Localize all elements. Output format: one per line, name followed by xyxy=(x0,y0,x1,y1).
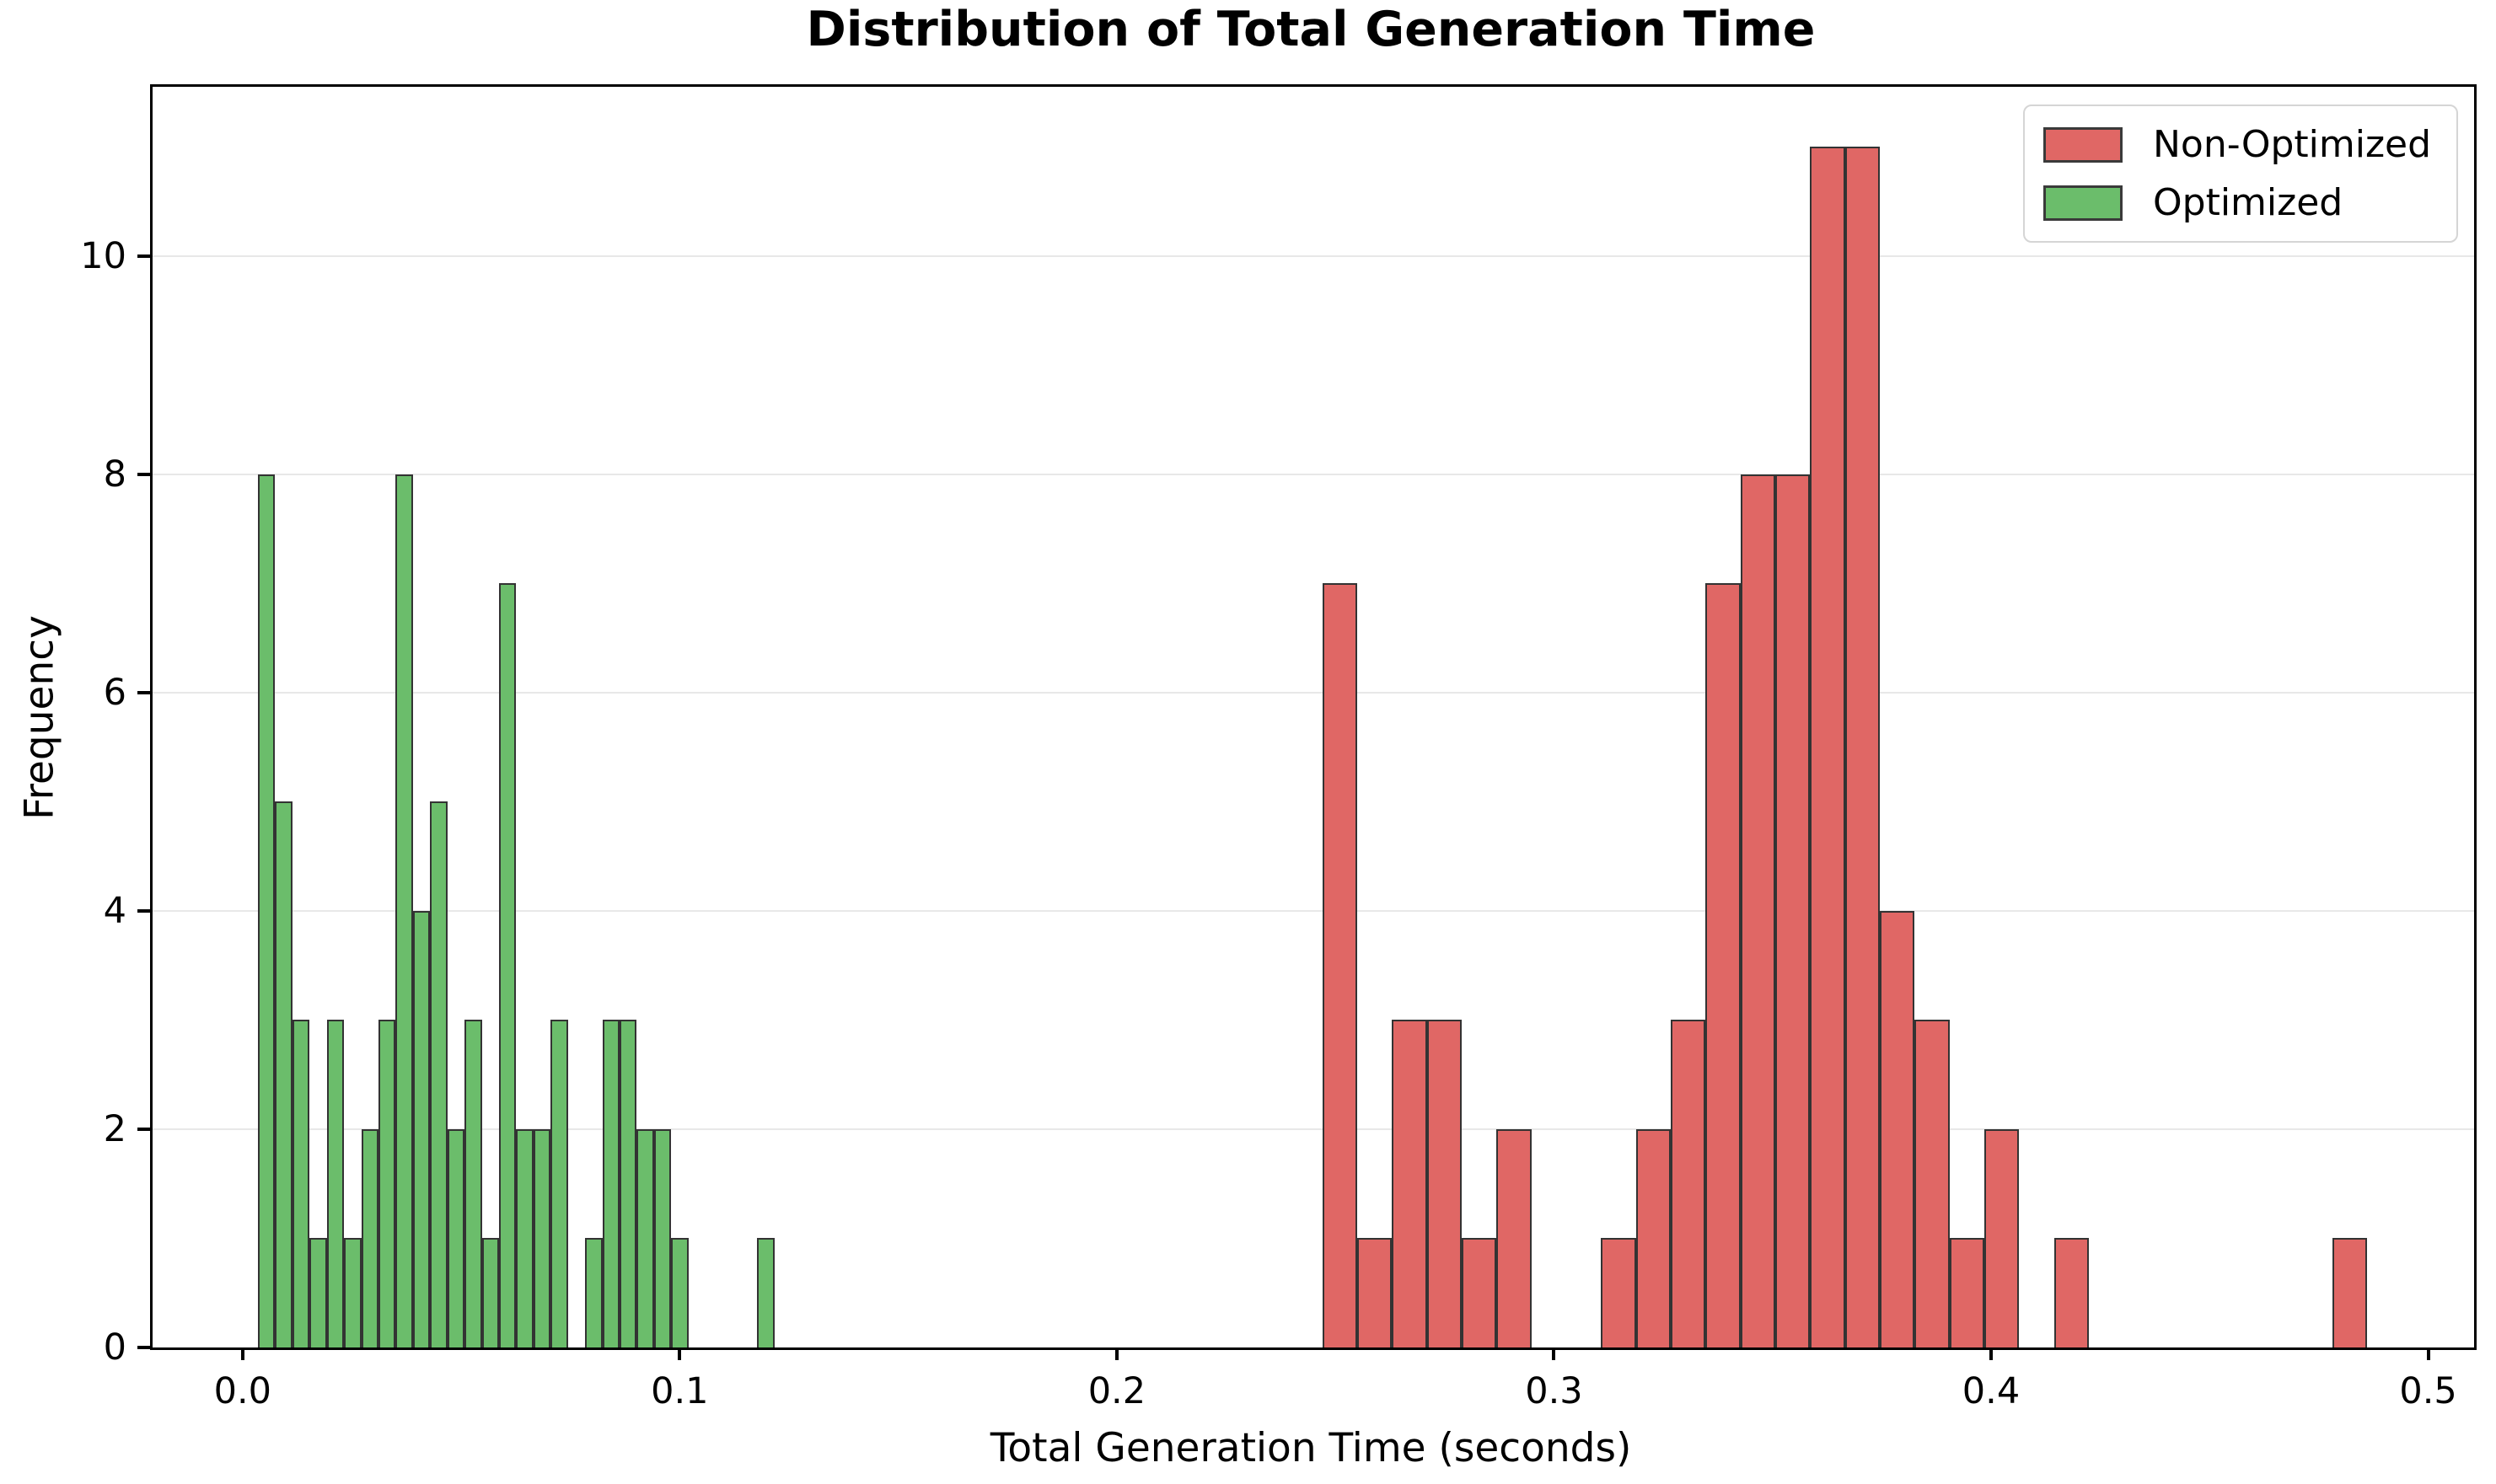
y-tick-0 xyxy=(137,1346,150,1349)
bar-non-optimized-bin-9 xyxy=(1601,1238,1636,1347)
bar-non-optimized-bin-5 xyxy=(1461,1238,1497,1347)
x-tick-label-0.0: 0.0 xyxy=(213,1370,271,1412)
bar-optimized-bin-20 xyxy=(585,1238,603,1347)
y-tick-10 xyxy=(137,254,150,258)
bar-non-optimized-bin-14 xyxy=(1774,474,1811,1347)
bar-non-optimized-bin-17 xyxy=(1879,910,1915,1347)
legend-entry-optimized: Optimized xyxy=(2043,181,2438,224)
x-tick-label-0.5: 0.5 xyxy=(2399,1370,2457,1412)
x-tick-0.0 xyxy=(240,1347,244,1360)
bar-optimized-bin-13 xyxy=(464,1020,482,1347)
legend-label-non-optimized: Non-Optimized xyxy=(2153,123,2432,166)
bar-optimized-bin-4 xyxy=(309,1238,327,1347)
bar-non-optimized-bin-15 xyxy=(1810,147,1845,1347)
bar-optimized-bin-17 xyxy=(533,1128,551,1347)
bar-non-optimized-bin-19 xyxy=(1949,1238,1984,1347)
bar-non-optimized-bin-3 xyxy=(1392,1020,1427,1347)
y-tick-label-2: 2 xyxy=(103,1107,126,1150)
y-tick-label-0: 0 xyxy=(103,1326,126,1369)
bar-optimized-bin-2 xyxy=(275,801,293,1347)
bar-non-optimized-bin-16 xyxy=(1844,147,1880,1347)
x-tick-label-0.1: 0.1 xyxy=(651,1370,709,1412)
y-tick-2 xyxy=(137,1127,150,1131)
bar-optimized-bin-12 xyxy=(447,1128,465,1347)
gridline-y-6 xyxy=(153,691,2474,694)
legend: Non-Optimized Optimized xyxy=(2023,104,2458,243)
bar-optimized-bin-11 xyxy=(430,801,448,1347)
x-tick-label-0.3: 0.3 xyxy=(1525,1370,1583,1412)
legend-entry-non-optimized: Non-Optimized xyxy=(2043,123,2438,166)
bar-optimized-bin-9 xyxy=(395,474,413,1347)
bar-non-optimized-bin-22 xyxy=(2053,1238,2089,1347)
y-tick-4 xyxy=(137,908,150,913)
gridline-y-4 xyxy=(153,909,2474,912)
gridline-y-8 xyxy=(153,473,2474,475)
bar-non-optimized-bin-4 xyxy=(1426,1020,1462,1347)
bar-non-optimized-bin-12 xyxy=(1705,583,1741,1347)
x-tick-0.1 xyxy=(678,1347,682,1360)
chart-title: Distribution of Total Generation Time xyxy=(806,2,1816,57)
bar-non-optimized-bin-10 xyxy=(1635,1128,1671,1347)
bar-non-optimized-bin-6 xyxy=(1496,1128,1532,1347)
bar-optimized-bin-25 xyxy=(671,1238,689,1347)
legend-swatch-optimized xyxy=(2043,185,2123,221)
y-tick-label-6: 6 xyxy=(103,671,126,714)
legend-label-optimized: Optimized xyxy=(2153,181,2343,224)
bar-optimized-bin-14 xyxy=(481,1238,499,1347)
y-tick-8 xyxy=(137,472,150,476)
bar-optimized-bin-18 xyxy=(550,1020,568,1347)
x-tick-label-0.4: 0.4 xyxy=(1962,1370,2021,1412)
y-tick-6 xyxy=(137,690,150,694)
y-tick-label-10: 10 xyxy=(80,234,126,277)
bar-non-optimized-bin-1 xyxy=(1322,583,1357,1347)
bar-optimized-bin-7 xyxy=(361,1128,378,1347)
bar-optimized-bin-16 xyxy=(516,1128,534,1347)
bar-optimized-bin-3 xyxy=(292,1020,310,1347)
y-tick-label-4: 4 xyxy=(103,889,126,932)
bar-optimized-bin-6 xyxy=(344,1238,362,1347)
bar-non-optimized-bin-13 xyxy=(1740,474,1775,1347)
y-tick-label-8: 8 xyxy=(103,453,126,496)
x-tick-0.2 xyxy=(1114,1347,1119,1360)
x-axis-label: Total Generation Time (seconds) xyxy=(990,1425,1632,1471)
x-tick-0.4 xyxy=(1989,1347,1993,1360)
plot-area xyxy=(150,84,2477,1350)
gridline-y-2 xyxy=(153,1128,2474,1130)
bar-optimized-bin-21 xyxy=(602,1020,620,1347)
gridline-y-10 xyxy=(153,254,2474,257)
bar-optimized-bin-23 xyxy=(636,1128,654,1347)
bar-optimized-bin-1 xyxy=(257,474,276,1347)
bar-non-optimized-bin-2 xyxy=(1356,1238,1393,1347)
x-tick-0.3 xyxy=(1552,1347,1556,1360)
bar-non-optimized-bin-18 xyxy=(1914,1020,1950,1347)
bar-optimized-bin-5 xyxy=(326,1020,345,1347)
bar-optimized-bin-15 xyxy=(498,583,517,1347)
bar-non-optimized-bin-11 xyxy=(1670,1020,1706,1347)
x-tick-0.5 xyxy=(2426,1347,2430,1360)
bar-optimized-bin-22 xyxy=(620,1020,637,1347)
bar-optimized-bin-24 xyxy=(653,1128,672,1347)
x-tick-label-0.2: 0.2 xyxy=(1087,1370,1146,1412)
bar-optimized-bin-30 xyxy=(757,1238,775,1347)
bar-optimized-bin-10 xyxy=(412,910,431,1347)
bar-optimized-bin-8 xyxy=(378,1020,396,1347)
bar-non-optimized-bin-30 xyxy=(2332,1238,2368,1347)
legend-swatch-non-optimized xyxy=(2043,126,2123,163)
bar-non-optimized-bin-20 xyxy=(1983,1128,2020,1347)
